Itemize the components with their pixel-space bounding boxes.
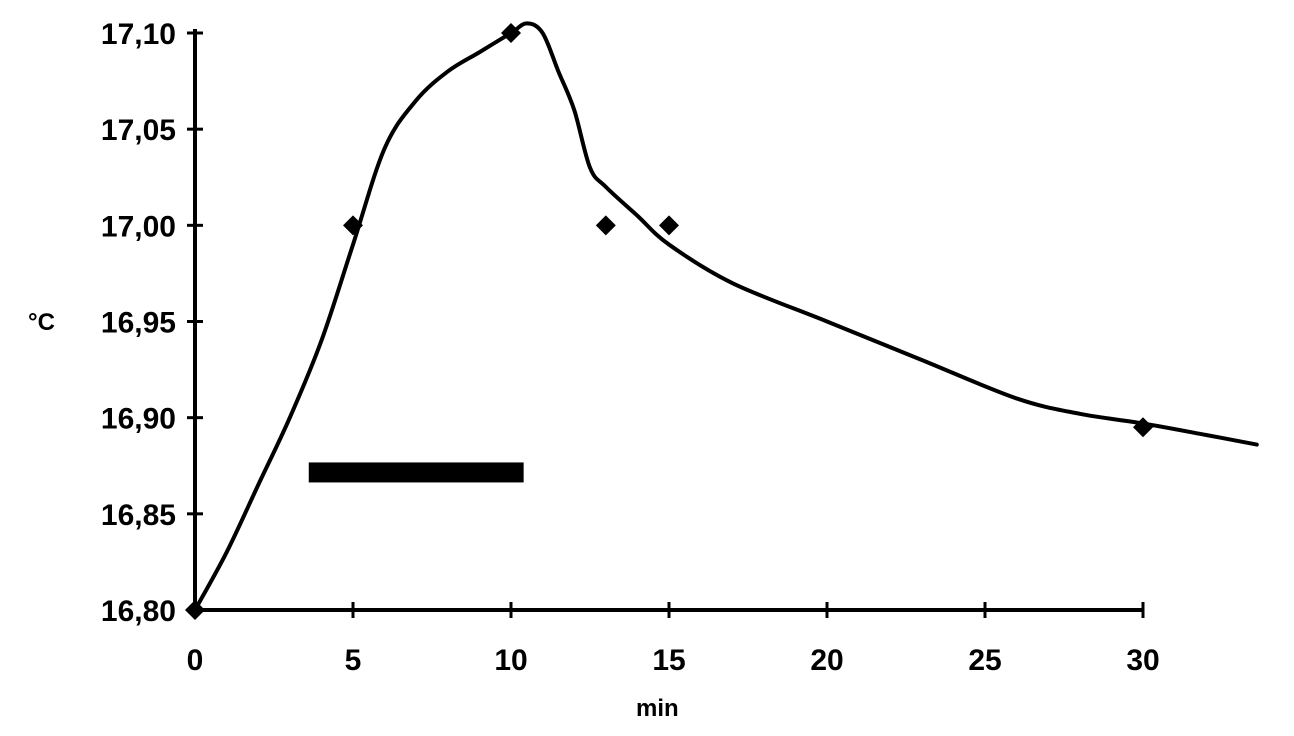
x-axis-label: min <box>636 695 679 722</box>
x-tick-label: 15 <box>652 644 685 677</box>
x-tick-label: 25 <box>968 644 1001 677</box>
data-point <box>343 215 363 236</box>
y-tick-label: 16,90 <box>101 403 176 436</box>
x-tick-label: 10 <box>494 644 527 677</box>
y-tick-label: 17,10 <box>101 18 176 51</box>
x-tick-label: 20 <box>810 644 843 677</box>
data-point <box>501 23 521 43</box>
data-points <box>185 23 1153 620</box>
data-point <box>185 600 205 620</box>
tick-labels: 16,80 16,85 16,90 16,95 17,00 17,05 17,10 0 5 10 1… <box>101 18 1160 677</box>
curve-layer <box>193 21 1259 612</box>
y-tick-label: 16,80 <box>101 595 176 628</box>
tick-marks <box>187 31 1145 618</box>
data-point <box>595 215 616 236</box>
duration-bar-layer <box>308 462 524 483</box>
data-point <box>659 215 679 236</box>
y-axis-label: °C <box>28 309 55 336</box>
y-tick-label: 17,05 <box>101 114 176 147</box>
x-tick-label: 30 <box>1126 644 1159 677</box>
y-tick-label: 16,95 <box>101 307 176 340</box>
x-tick-label: 0 <box>187 644 204 677</box>
y-tick-label: 17,00 <box>101 210 176 243</box>
axes <box>193 29 1143 612</box>
duration-bar <box>308 462 524 483</box>
x-tick-label: 5 <box>345 644 362 677</box>
y-tick-label: 16,85 <box>101 499 176 532</box>
temperature-curve <box>193 21 1259 612</box>
data-point <box>1133 417 1153 438</box>
